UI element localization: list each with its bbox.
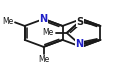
Text: Me: Me (38, 55, 49, 64)
Text: N: N (76, 39, 84, 49)
Text: S: S (76, 17, 83, 27)
Text: Me: Me (42, 28, 54, 37)
Text: N: N (40, 14, 48, 24)
Text: Me: Me (2, 17, 13, 26)
